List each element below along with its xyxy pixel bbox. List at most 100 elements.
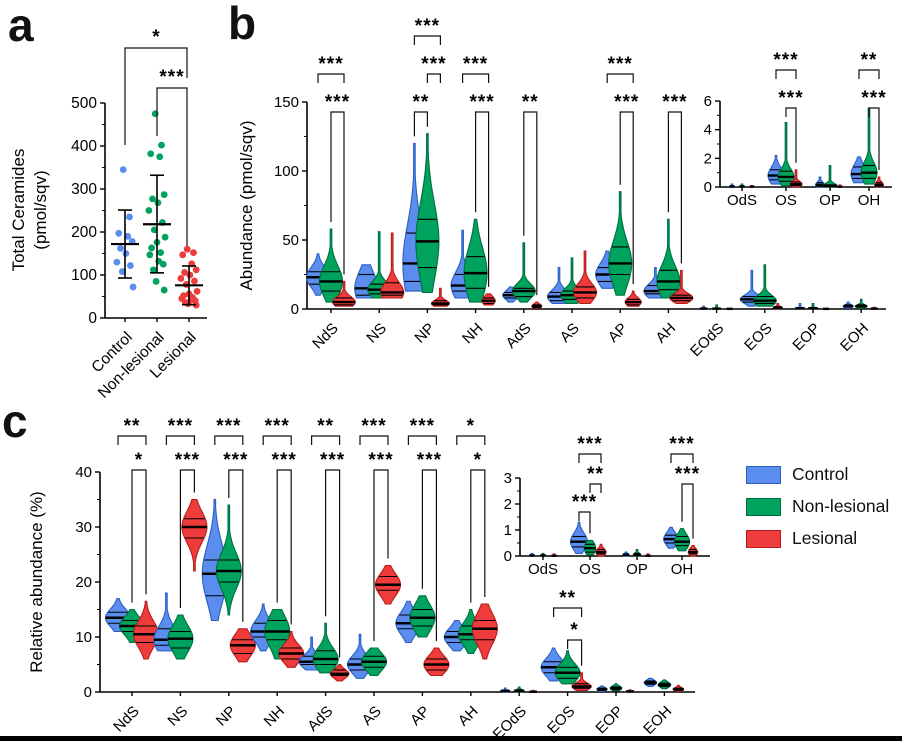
sig-bracket (667, 111, 682, 264)
sig-label: *** (614, 92, 639, 113)
data-point (190, 249, 197, 257)
violin (608, 191, 633, 296)
sig-bracket (330, 111, 345, 275)
violin (409, 595, 436, 638)
y-tick-label: 100 (274, 163, 299, 180)
x-category-label: NS (164, 703, 191, 730)
sig-label: * (570, 620, 578, 641)
sig-label: *** (265, 416, 290, 437)
sig-bracket (868, 107, 880, 170)
sig-label: *** (410, 416, 435, 437)
sig-label: *** (421, 54, 446, 75)
sig-label: ** (317, 416, 334, 437)
violin (415, 133, 440, 293)
x-category-label: NH (261, 703, 288, 730)
data-point (145, 207, 153, 214)
y-tick-label: 3 (504, 470, 512, 487)
x-category-label: NdS (309, 320, 342, 353)
sig-bracket (670, 453, 694, 463)
x-category-label: OH (858, 192, 881, 209)
sig-bracket (325, 469, 341, 658)
x-category-label: AH (652, 320, 679, 347)
x-category-label: OS (579, 561, 601, 578)
violin (332, 280, 356, 307)
sig-label: *** (318, 54, 343, 75)
x-category-label: NP (213, 703, 240, 730)
data-point (160, 286, 168, 294)
violin (777, 121, 795, 187)
y-tick-label: 1 (504, 522, 512, 539)
x-category-label: AS (359, 703, 385, 729)
data-point (122, 250, 130, 257)
y-tick-label: 40 (75, 464, 92, 481)
sig-label: ** (124, 416, 141, 437)
y-tick-label: 0 (84, 684, 92, 701)
sig-bracket (578, 511, 591, 534)
data-point (183, 245, 191, 253)
panel-c-label: c (2, 395, 28, 447)
legend-item-nonlesional: Non-lesional (746, 496, 889, 517)
sig-label: *** (577, 434, 602, 455)
data-point (156, 153, 164, 161)
sig-label: *** (368, 450, 393, 471)
data-point (148, 244, 156, 252)
sig-bracket (567, 639, 583, 666)
nonlesional-swatch (746, 497, 781, 516)
sig-label: *** (861, 88, 886, 109)
y-tick-label: 100 (71, 267, 97, 284)
x-category-label: NdS (110, 703, 143, 736)
x-category-label: EOS (741, 320, 775, 354)
sig-bracket (276, 469, 292, 625)
sig-bracket (578, 453, 602, 463)
sig-label: ** (587, 464, 604, 485)
y-axis-title: Abundance (pmol/sqv) (237, 120, 256, 290)
sig-label: *** (417, 450, 442, 471)
violin (511, 242, 536, 303)
violin (132, 600, 160, 660)
legend-item-control: Control (746, 464, 889, 485)
x-category-label: EOH (837, 320, 872, 355)
data-point (117, 244, 124, 252)
sig-bracket (589, 483, 602, 493)
x-category-label: AdS (503, 320, 535, 352)
sig-bracket (413, 35, 441, 45)
data-point (146, 251, 154, 259)
data-point (149, 195, 156, 203)
violin (752, 264, 777, 307)
sig-bracket (214, 435, 244, 445)
violin (430, 287, 450, 307)
y-tick-label: 0 (704, 179, 712, 196)
legend-label-nonlesional: Non-lesional (792, 496, 890, 516)
sig-bracket (785, 107, 797, 163)
sig-bracket (456, 435, 486, 445)
y-tick-label: 300 (71, 181, 97, 198)
y-tick-label: 500 (71, 95, 97, 112)
sig-bracket (317, 73, 345, 83)
y-axis-title: (pmol/sqv) (31, 170, 50, 249)
figure-bottom-rule (0, 736, 902, 741)
y-tick-label: 200 (71, 224, 97, 241)
violin (471, 603, 498, 660)
sig-label: *** (608, 54, 633, 75)
x-category-label: NH (459, 320, 486, 347)
violin (181, 498, 208, 572)
y-tick-label: 0 (88, 310, 97, 327)
data-point (126, 213, 133, 221)
sig-bracket (681, 483, 694, 539)
sig-label: *** (175, 450, 200, 471)
sig-label: * (474, 450, 482, 471)
sig-bracket (179, 469, 195, 608)
sig-label: *** (669, 434, 694, 455)
sig-label: *** (159, 67, 184, 88)
sig-label: * (467, 416, 475, 437)
sig-bracket (426, 73, 441, 83)
legend: Control Non-lesional Lesional (746, 464, 889, 549)
y-tick-label: 4 (704, 122, 712, 139)
data-point (181, 269, 188, 276)
y-tick-label: 2 (504, 496, 512, 513)
x-category-label: OP (819, 192, 841, 209)
violin (673, 528, 691, 552)
data-point (192, 266, 200, 274)
violin (380, 232, 405, 299)
data-point (152, 278, 160, 285)
